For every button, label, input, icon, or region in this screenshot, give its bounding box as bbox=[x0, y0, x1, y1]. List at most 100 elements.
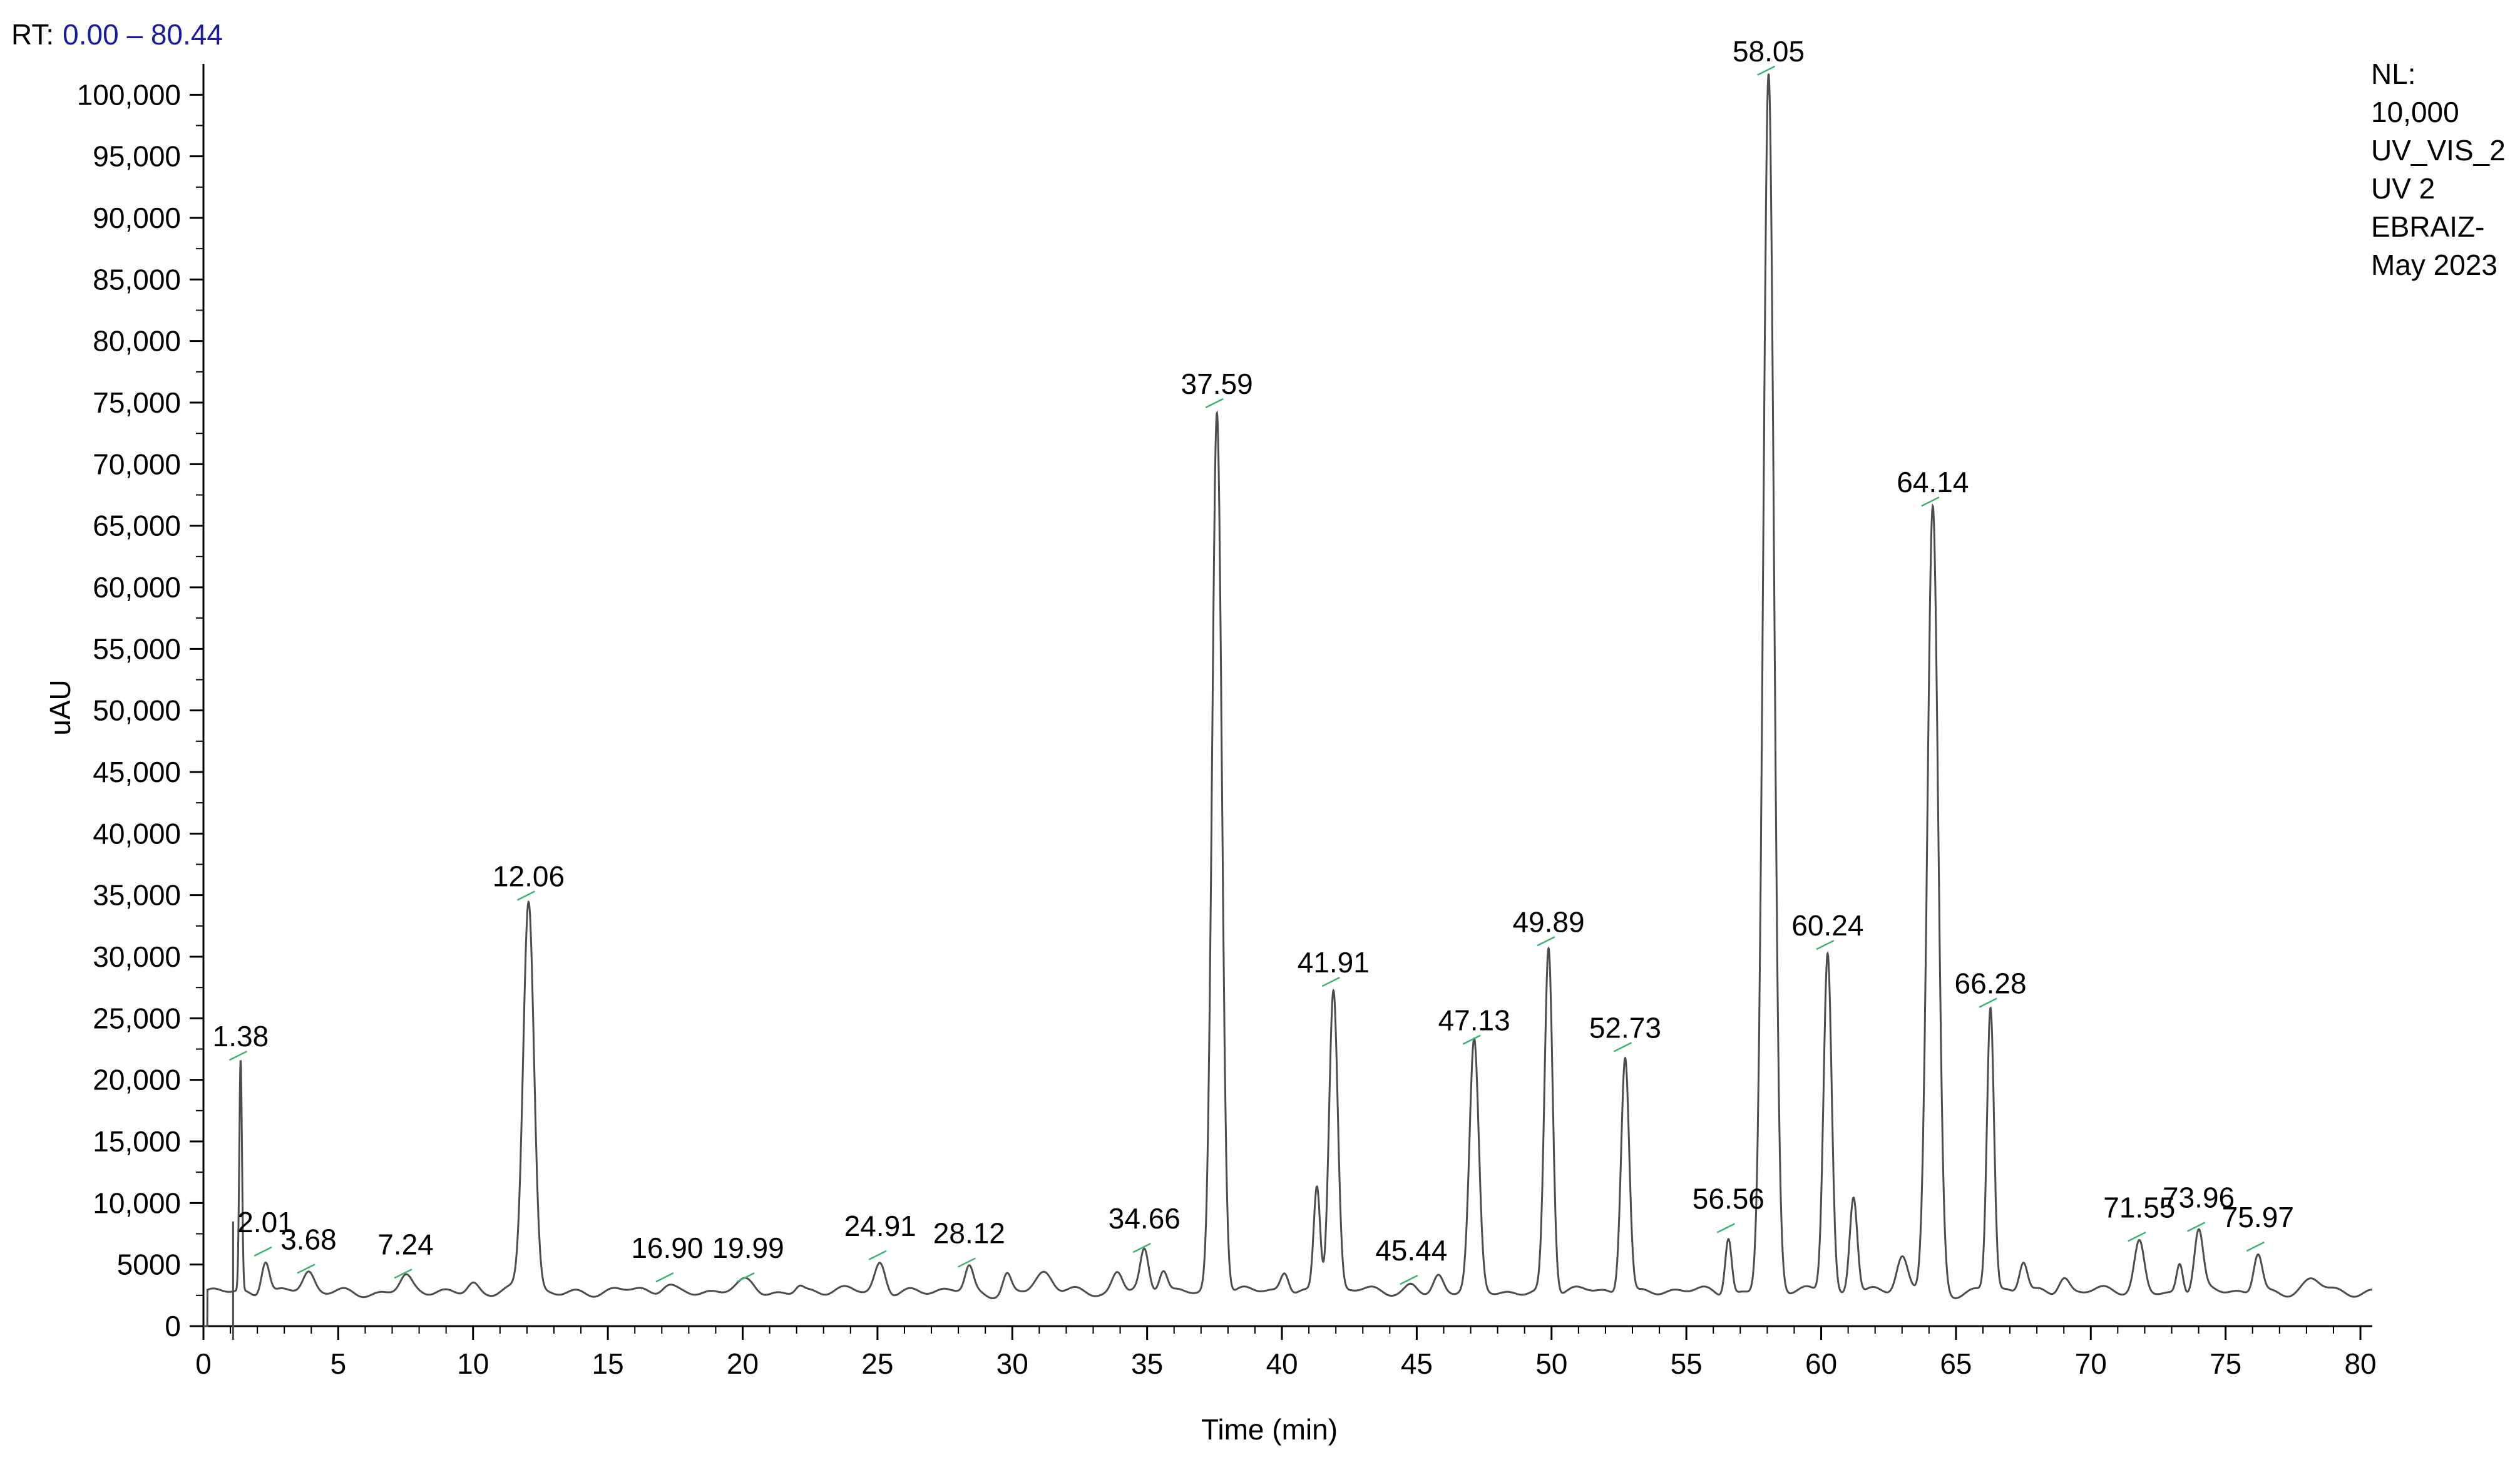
peak-marker bbox=[394, 1269, 412, 1279]
x-tick-label: 15 bbox=[592, 1347, 624, 1380]
peak-marker bbox=[1816, 940, 1835, 950]
peak-marker bbox=[1979, 997, 1997, 1008]
x-tick-label: 65 bbox=[1940, 1347, 1972, 1380]
y-tick-label: 95,000 bbox=[93, 140, 181, 173]
peak-label: 66.28 bbox=[1954, 967, 2026, 1000]
peak-marker bbox=[516, 890, 536, 901]
rt-prefix: RT: bbox=[11, 18, 54, 51]
peak-label: 12.06 bbox=[493, 860, 565, 893]
y-tick-label: 70,000 bbox=[93, 448, 181, 480]
peak-marker bbox=[228, 1051, 248, 1061]
peak-marker bbox=[655, 1272, 674, 1283]
y-tick-label: 60,000 bbox=[93, 571, 181, 604]
y-tick-label: 80,000 bbox=[93, 325, 181, 358]
rt-range-header: RT: 0.00 – 80.44 bbox=[11, 18, 223, 51]
peak-label: 56.56 bbox=[1693, 1183, 1765, 1215]
peak-label: 1.38 bbox=[213, 1020, 269, 1053]
y-tick-label: 50,000 bbox=[93, 694, 181, 727]
peak-label: 3.68 bbox=[280, 1223, 337, 1255]
x-tick-label: 60 bbox=[1805, 1347, 1837, 1380]
peak-marker bbox=[1537, 936, 1555, 947]
x-tick-label: 40 bbox=[1266, 1347, 1298, 1380]
peak-marker bbox=[2128, 1232, 2146, 1242]
y-tick-label: 30,000 bbox=[93, 940, 181, 973]
x-tick-label: 0 bbox=[195, 1347, 212, 1380]
peak-label: 71.55 bbox=[2103, 1191, 2175, 1223]
peak-markers-group bbox=[228, 65, 2265, 1285]
peak-marker bbox=[1756, 65, 1776, 76]
peak-label: 19.99 bbox=[712, 1232, 784, 1264]
peak-marker bbox=[868, 1250, 887, 1260]
peak-marker bbox=[2246, 1241, 2265, 1252]
x-axis-label: Time (min) bbox=[1201, 1413, 1338, 1446]
x-tick-label: 50 bbox=[1535, 1347, 1567, 1380]
x-tick-label: 80 bbox=[2344, 1347, 2376, 1380]
peak-label: 60.24 bbox=[1791, 909, 1863, 942]
y-tick-label: 65,000 bbox=[93, 510, 181, 542]
x-tick-label: 75 bbox=[2210, 1347, 2241, 1380]
peak-label: 49.89 bbox=[1512, 905, 1584, 938]
peak-label: 47.13 bbox=[1438, 1004, 1510, 1037]
info-channel: UV_VIS_2 bbox=[2371, 134, 2506, 167]
x-tick-label: 20 bbox=[727, 1347, 759, 1380]
peak-marker bbox=[1462, 1034, 1481, 1045]
y-tick-label: 25,000 bbox=[93, 1002, 181, 1034]
peak-label: 28.12 bbox=[933, 1217, 1005, 1250]
peak-label: 52.73 bbox=[1589, 1011, 1661, 1044]
rt-range-value: 0.00 – 80.44 bbox=[63, 18, 223, 51]
y-tick-label: 90,000 bbox=[93, 202, 181, 234]
peak-label: 64.14 bbox=[1897, 466, 1969, 498]
peak-marker bbox=[1132, 1242, 1151, 1254]
info-detector: UV 2 bbox=[2371, 172, 2435, 205]
x-tick-label: 10 bbox=[457, 1347, 489, 1380]
peak-label: 2.01 bbox=[237, 1206, 294, 1238]
peak-marker bbox=[1321, 977, 1340, 987]
x-tick-label: 5 bbox=[330, 1347, 347, 1380]
peak-marker bbox=[957, 1257, 976, 1268]
info-nl-label: NL: bbox=[2371, 58, 2416, 90]
y-tick-label: 0 bbox=[165, 1310, 181, 1342]
x-tick-label: 30 bbox=[996, 1347, 1028, 1380]
peak-label: 34.66 bbox=[1109, 1202, 1181, 1235]
x-tick-label: 25 bbox=[861, 1347, 893, 1380]
peak-labels-group: 1.38 2.013.68 7.24 12.06 16.90 19.99 24.91 28.1… bbox=[213, 35, 2294, 1267]
x-tick-label: 45 bbox=[1401, 1347, 1433, 1380]
peak-label: 73.96 bbox=[2163, 1181, 2235, 1214]
y-tick-label: 40,000 bbox=[93, 817, 181, 850]
info-sample: EBRAIZ- bbox=[2371, 210, 2485, 243]
x-tick-label: 70 bbox=[2075, 1347, 2107, 1380]
peak-marker bbox=[297, 1264, 315, 1274]
y-tick-label: 5000 bbox=[117, 1248, 181, 1281]
chromatogram-trace bbox=[203, 73, 2372, 1327]
y-tick-label: 85,000 bbox=[93, 263, 181, 296]
peak-marker bbox=[1921, 497, 1940, 507]
y-tick-label: 55,000 bbox=[93, 632, 181, 665]
peak-marker bbox=[1205, 398, 1224, 408]
peak-label: 41.91 bbox=[1298, 946, 1370, 979]
peak-marker bbox=[1716, 1223, 1735, 1233]
y-tick-label: 15,000 bbox=[93, 1125, 181, 1158]
peak-label: 16.90 bbox=[631, 1232, 703, 1264]
peak-label: 58.05 bbox=[1733, 35, 1805, 68]
peak-label: 7.24 bbox=[377, 1228, 434, 1260]
info-date: May 2023 bbox=[2371, 249, 2498, 281]
y-tick-label: 35,000 bbox=[93, 879, 181, 912]
peak-label: 45.44 bbox=[1375, 1234, 1447, 1267]
trace-info-panel: NL: 10,000 UV_VIS_2 UV 2 EBRAIZ- May 202… bbox=[2371, 55, 2506, 284]
y-tick-label: 75,000 bbox=[93, 386, 181, 419]
peak-label: 37.59 bbox=[1181, 368, 1253, 400]
x-tick-label: 55 bbox=[1671, 1347, 1703, 1380]
peak-label: 24.91 bbox=[844, 1210, 916, 1242]
y-tick-label: 20,000 bbox=[93, 1064, 181, 1096]
info-nl-value: 10,000 bbox=[2371, 96, 2459, 128]
peak-label: 75.97 bbox=[2222, 1201, 2294, 1233]
y-tick-label: 45,000 bbox=[93, 756, 181, 788]
y-tick-label: 10,000 bbox=[93, 1187, 181, 1219]
x-tick-label: 35 bbox=[1131, 1347, 1163, 1380]
peak-marker bbox=[2187, 1222, 2206, 1232]
peak-marker bbox=[254, 1246, 272, 1257]
y-tick-label: 100,000 bbox=[77, 78, 181, 111]
peak-marker bbox=[1613, 1042, 1632, 1053]
trace-group bbox=[203, 73, 2372, 1340]
